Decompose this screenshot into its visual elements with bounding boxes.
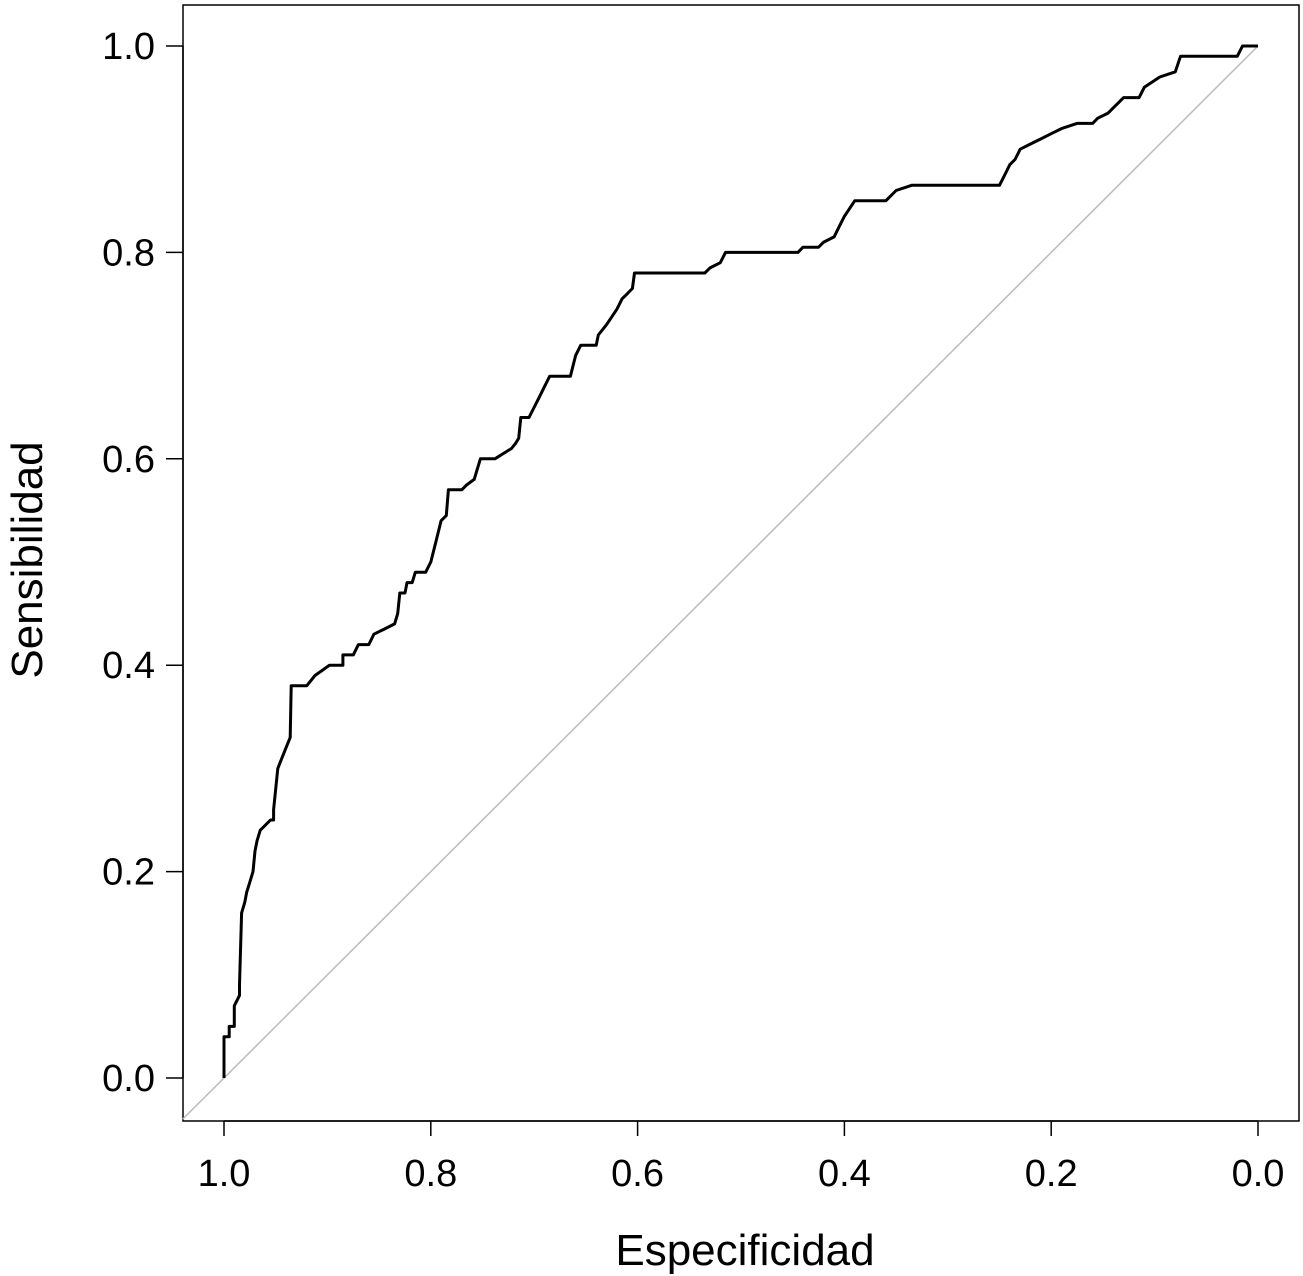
y-tick-label: 0.8 bbox=[102, 232, 155, 274]
x-axis-label: Especificidad bbox=[615, 1226, 874, 1275]
x-tick-label: 0.4 bbox=[818, 1153, 871, 1195]
x-tick-label: 1.0 bbox=[198, 1153, 251, 1195]
y-tick-label: 0.4 bbox=[102, 645, 155, 687]
y-axis-label: Sensibilidad bbox=[3, 441, 52, 678]
x-tick-label: 0.2 bbox=[1025, 1153, 1078, 1195]
x-tick-label: 0.6 bbox=[611, 1153, 664, 1195]
y-tick-label: 0.0 bbox=[102, 1058, 155, 1100]
y-tick-label: 0.2 bbox=[102, 852, 155, 894]
x-tick-label: 0.8 bbox=[404, 1153, 457, 1195]
y-tick-label: 1.0 bbox=[102, 26, 155, 68]
roc-curve-line bbox=[222, 44, 1258, 1078]
series-layer bbox=[222, 44, 1258, 1078]
x-axis: 1.0 0.8 0.6 0.4 0.2 0.0 bbox=[198, 1120, 1285, 1195]
y-tick-label: 0.6 bbox=[102, 439, 155, 481]
y-axis: 0.0 0.2 0.4 0.6 0.8 1.0 bbox=[102, 26, 184, 1100]
reference-diagonal-line bbox=[182, 45, 1259, 1120]
x-tick-label: 0.0 bbox=[1232, 1153, 1285, 1195]
reference-line-layer bbox=[182, 45, 1259, 1120]
